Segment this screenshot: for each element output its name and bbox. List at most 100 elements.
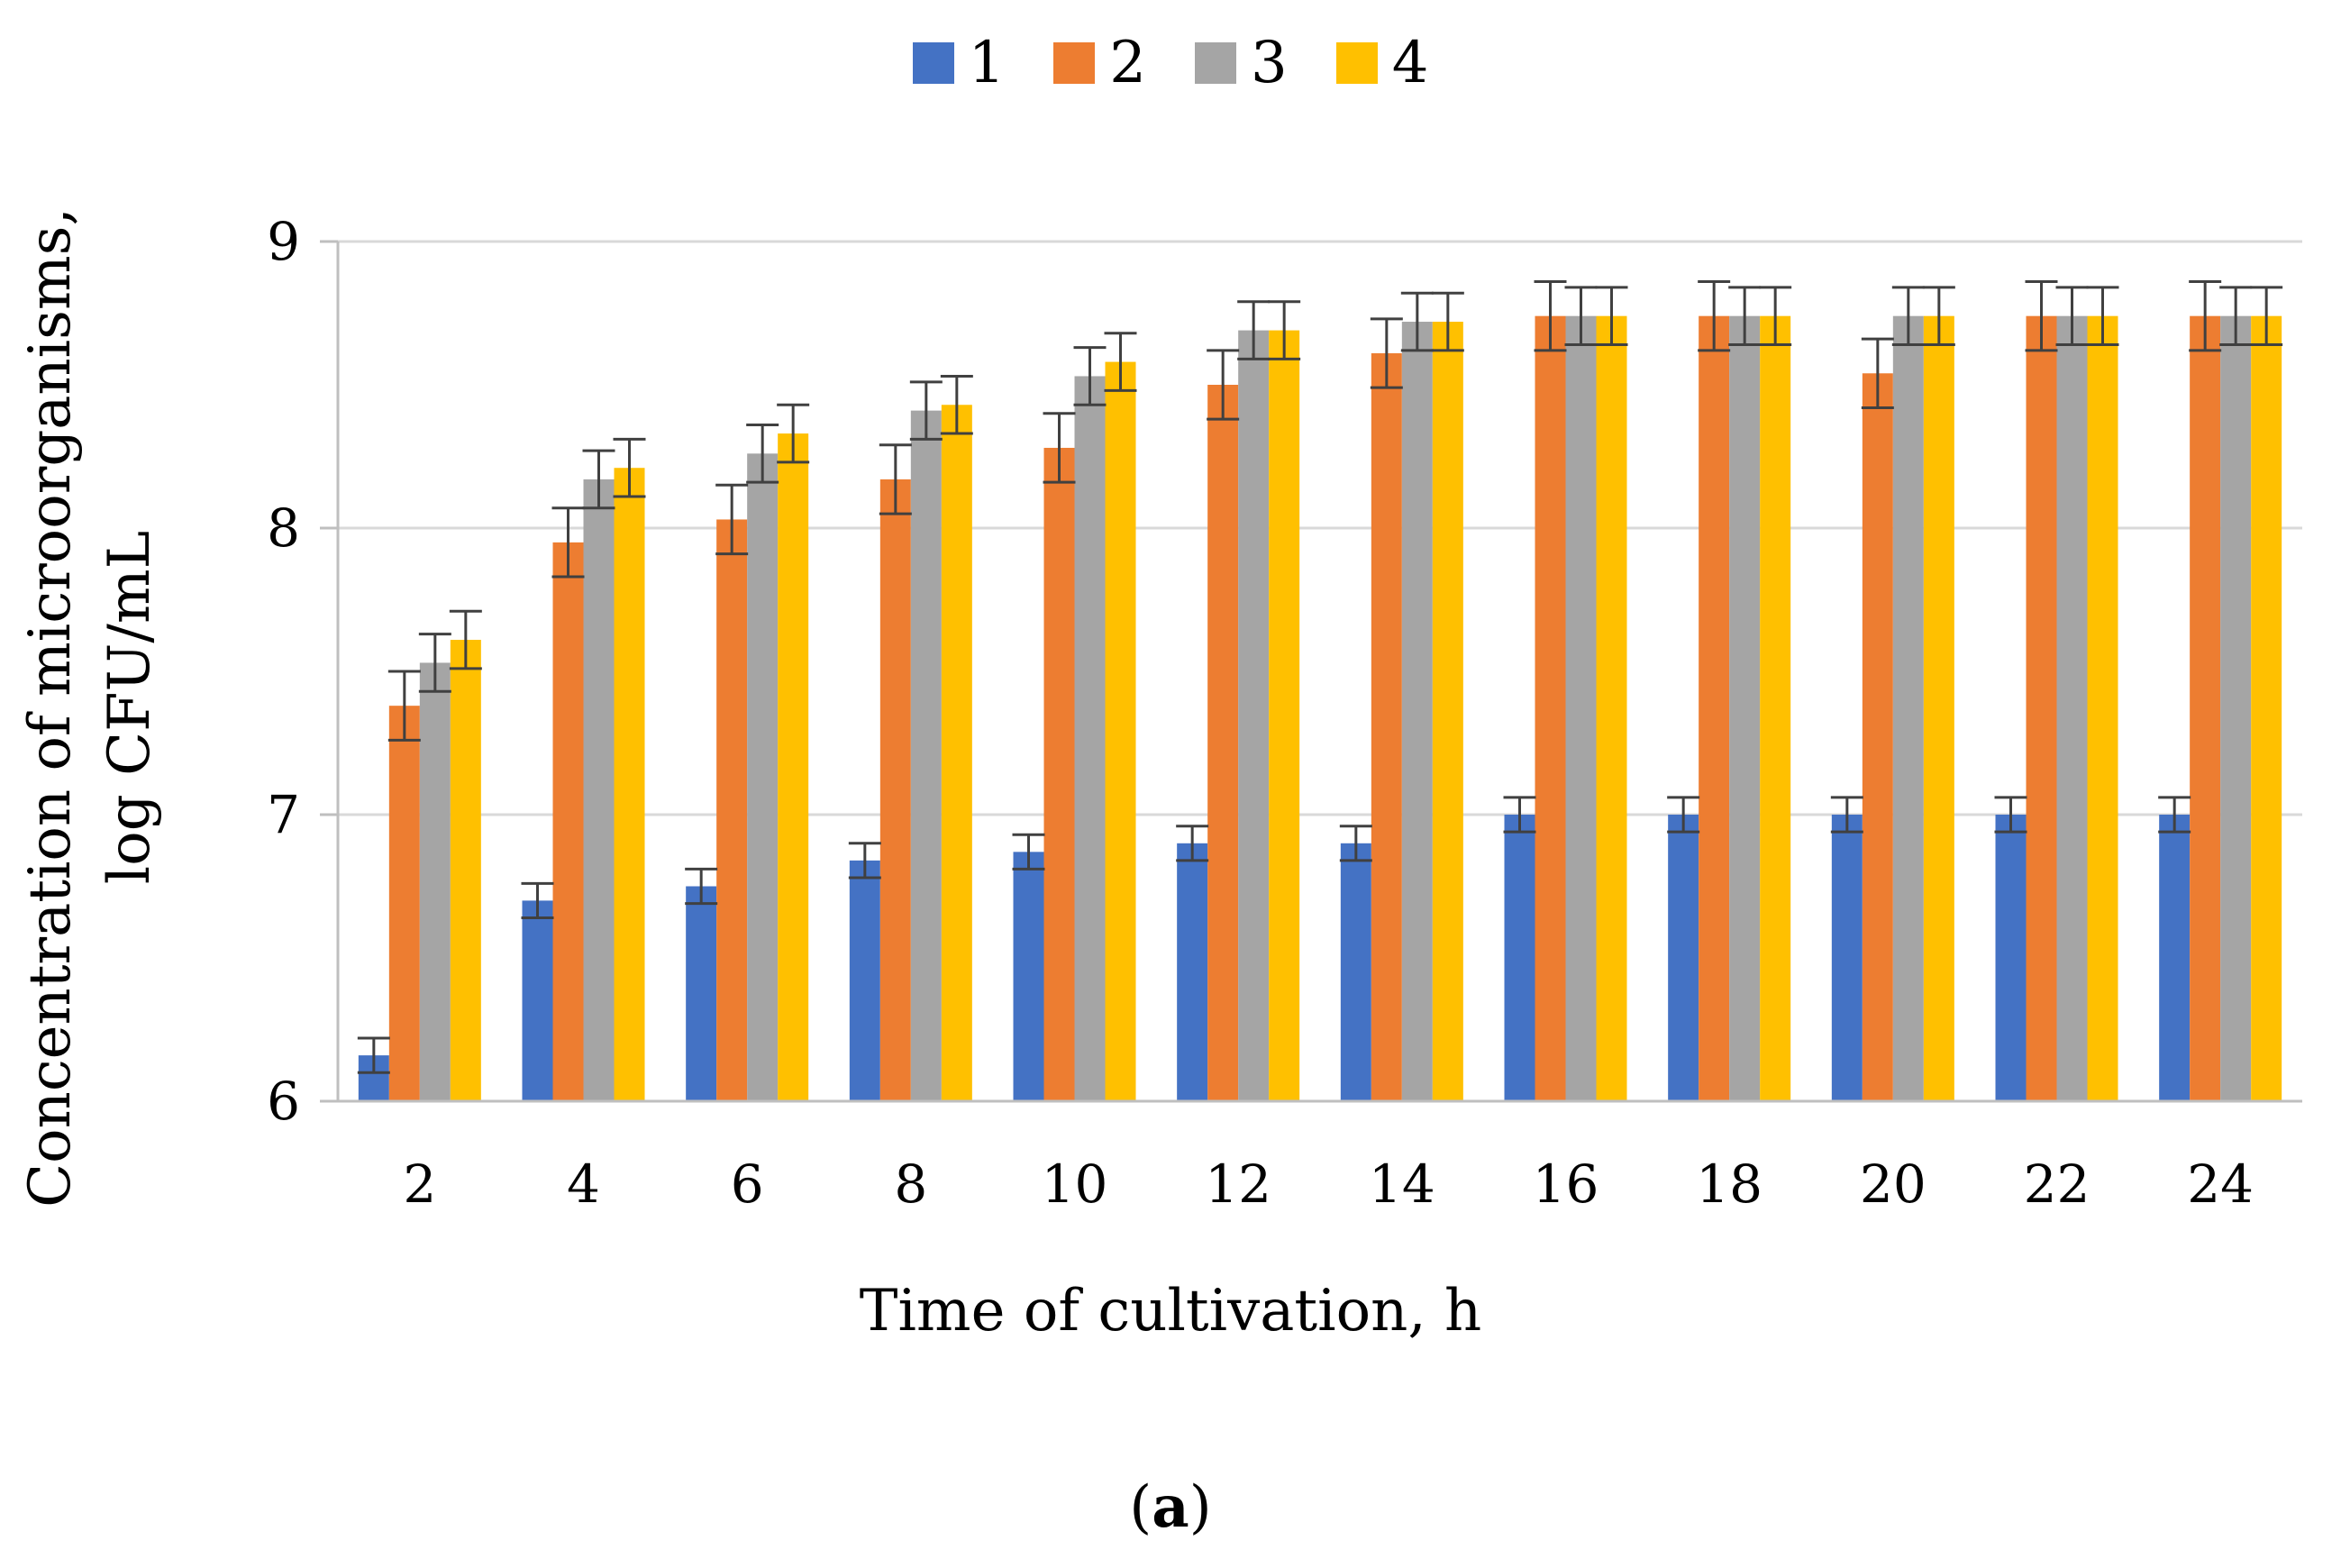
bar-series-3-cat-22	[2056, 315, 2088, 1101]
error-bar-series-1-cat-4	[521, 881, 554, 919]
bar-series-4-cat-16	[1596, 315, 1627, 1101]
error-bar-series-1-cat-24	[2158, 796, 2191, 834]
y-tick-label-6: 6	[267, 1071, 300, 1132]
error-bar-series-4-cat-2	[449, 609, 482, 670]
axes	[320, 240, 2302, 1103]
error-bar-series-3-cat-24	[2219, 286, 2253, 346]
legend-item-1: 1	[912, 30, 1006, 96]
x-axis-label: Time of cultivation, h	[859, 1278, 1482, 1345]
bar-series-2-cat-20	[1862, 373, 1893, 1101]
error-bar-series-4-cat-14	[1431, 291, 1464, 352]
error-bar-series-4-cat-8	[940, 374, 973, 435]
error-bar-series-2-cat-8	[879, 443, 912, 515]
bar-series-3-cat-12	[1238, 330, 1270, 1102]
legend: 1 2 3 4	[0, 34, 2341, 92]
bar-series-2-cat-12	[1207, 385, 1239, 1101]
x-tick-label-16: 16	[1533, 1153, 1599, 1215]
error-bar-series-3-cat-2	[418, 633, 451, 693]
error-bar-series-2-cat-18	[1698, 280, 1731, 352]
bar-series-1-cat-10	[1013, 852, 1044, 1101]
error-bar-series-1-cat-16	[1503, 796, 1536, 834]
bar-series-1-cat-18	[1668, 815, 1699, 1101]
y-tick-label-9: 9	[267, 211, 300, 272]
bar-series-4-cat-4	[614, 468, 645, 1101]
x-tick-label-12: 12	[1205, 1153, 1271, 1215]
legend-item-4: 4	[1335, 34, 1428, 92]
error-bar-series-4-cat-22	[2086, 286, 2119, 346]
legend-item-2: 2	[1053, 34, 1146, 92]
x-tick-label-20: 20	[1860, 1153, 1927, 1215]
legend-item-3: 3	[1195, 34, 1288, 92]
error-bar-series-1-cat-2	[357, 1036, 390, 1074]
error-bar-series-2-cat-6	[715, 483, 749, 556]
x-tick-label-24: 24	[2187, 1153, 2254, 1215]
x-tick-label-2: 2	[403, 1153, 436, 1215]
bar-series-2-cat-8	[879, 479, 911, 1101]
error-bar-series-3-cat-12	[1237, 300, 1271, 360]
error-bar-series-2-cat-16	[1534, 280, 1567, 352]
y-tick-label-7: 7	[267, 784, 300, 845]
legend-label-2: 2	[1109, 30, 1146, 96]
bar-series-2-cat-2	[388, 706, 420, 1101]
bar-series-2-cat-16	[1535, 315, 1566, 1101]
legend-swatch-2	[1053, 42, 1096, 84]
bar-series-3-cat-8	[910, 410, 942, 1101]
error-bar-series-3-cat-16	[1564, 286, 1598, 346]
error-bar-series-4-cat-16	[1595, 286, 1628, 346]
bar-series-4-cat-2	[450, 640, 481, 1101]
y-axis-label-line-2: log CFU/mL	[96, 530, 163, 885]
bar-series-4-cat-6	[778, 433, 809, 1101]
legend-label-1: 1	[968, 30, 1006, 96]
error-bar-series-2-cat-14	[1370, 317, 1403, 389]
bar-series-1-cat-14	[1340, 843, 1371, 1101]
error-bar-series-4-cat-12	[1268, 300, 1301, 360]
bar-series-1-cat-20	[1831, 815, 1863, 1101]
error-bar-series-3-cat-14	[1400, 291, 1434, 352]
error-bar-series-4-cat-4	[613, 437, 646, 498]
bar-series-4-cat-22	[2087, 315, 2118, 1101]
bar-series-3-cat-14	[1401, 322, 1433, 1101]
error-bar-series-3-cat-18	[1728, 286, 1762, 346]
caption-letter: a	[1152, 1473, 1189, 1541]
bar-series-4-cat-18	[1760, 315, 1791, 1101]
bar-series-1-cat-6	[686, 886, 717, 1101]
y-axis-label: Concentration of microorganisms, log CFU…	[11, 189, 169, 1226]
error-bar-series-2-cat-24	[2189, 280, 2222, 352]
bar-series-3-cat-20	[1892, 315, 1924, 1101]
error-bars	[357, 280, 2283, 1074]
bar-series-2-cat-10	[1043, 447, 1075, 1102]
error-bar-series-4-cat-6	[777, 403, 810, 464]
x-tick-label-22: 22	[2024, 1153, 2091, 1215]
error-bar-series-1-cat-18	[1667, 796, 1700, 834]
x-tick-label-8: 8	[894, 1153, 927, 1215]
x-tick-label-6: 6	[731, 1153, 764, 1215]
x-tick-label-18: 18	[1696, 1153, 1763, 1215]
error-bar-series-4-cat-20	[1922, 286, 1955, 346]
bar-series-4-cat-14	[1432, 322, 1463, 1101]
legend-swatch-1	[912, 42, 954, 84]
bar-series-4-cat-12	[1269, 330, 1300, 1102]
bar-series-3-cat-10	[1074, 376, 1106, 1102]
error-bar-series-1-cat-14	[1339, 825, 1372, 862]
error-bar-series-1-cat-10	[1012, 833, 1045, 871]
bar-series-4-cat-24	[2251, 315, 2282, 1101]
legend-swatch-3	[1195, 42, 1236, 84]
error-bar-series-3-cat-6	[746, 424, 779, 484]
x-tick-label-10: 10	[1042, 1153, 1108, 1215]
legend-label-3: 3	[1251, 30, 1288, 96]
error-bar-series-2-cat-22	[2025, 280, 2058, 352]
bars	[358, 315, 2282, 1102]
error-bar-series-1-cat-8	[848, 842, 881, 880]
y-axis-label-line-1: Concentration of microorganisms,	[17, 207, 84, 1208]
bar-series-1-cat-22	[1995, 815, 2027, 1101]
bar-series-3-cat-6	[747, 453, 779, 1101]
caption-open: (	[1129, 1474, 1152, 1541]
legend-swatch-4	[1335, 42, 1378, 84]
bar-series-1-cat-4	[522, 900, 553, 1101]
bar-series-2-cat-6	[716, 519, 748, 1101]
error-bar-series-1-cat-20	[1830, 796, 1863, 834]
error-bar-series-4-cat-18	[1759, 286, 1792, 346]
gridlines	[338, 240, 2302, 816]
